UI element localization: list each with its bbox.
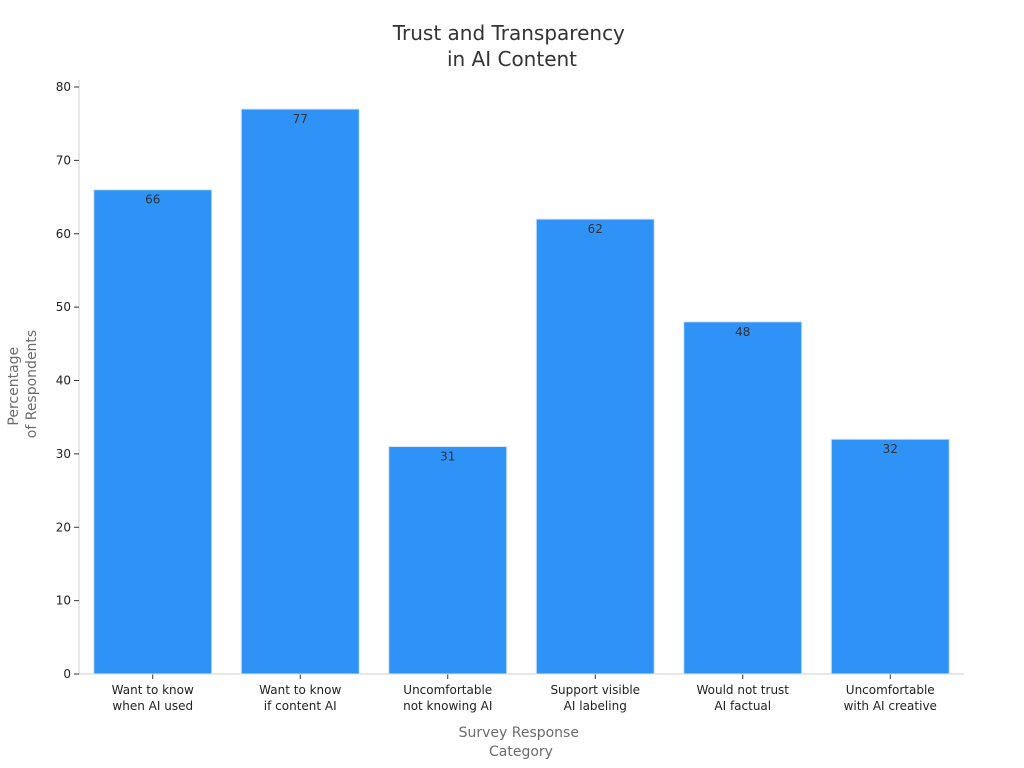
x-tick-label-line: Would not trust: [696, 683, 789, 697]
y-tick-label: 40: [56, 374, 71, 388]
y-tick-label: 50: [56, 300, 71, 314]
x-tick-label: Want to know if content AI: [259, 683, 341, 713]
data-label: 31: [440, 450, 455, 464]
bar: [830, 438, 950, 675]
y-axis-label: Percentage of Respondents: [6, 330, 40, 438]
x-axis-label-line: Category: [489, 744, 553, 760]
data-label: 62: [588, 222, 603, 236]
chart-title-line: in AI Content: [447, 47, 577, 71]
bar: [240, 108, 360, 675]
data-label: 32: [883, 442, 898, 456]
x-tick-label-line: when AI used: [112, 699, 193, 713]
x-axis-label-line: Survey Response: [459, 725, 579, 741]
x-tick-label-line: Want to know: [112, 683, 194, 697]
y-tick-label: 30: [56, 447, 71, 461]
bar: [535, 218, 655, 675]
data-label: 48: [735, 325, 750, 339]
x-tick-label-line: not knowing AI: [403, 699, 492, 713]
data-label: 77: [293, 112, 308, 126]
data-labels: 66 77 31 62 48 32: [145, 112, 898, 464]
x-tick-label: Support visible AI labeling: [550, 683, 640, 713]
x-axis: Want to know when AI used Want to know if c…: [79, 673, 964, 713]
y-tick-label: 20: [56, 520, 71, 534]
y-axis-label-line: Percentage: [6, 347, 22, 426]
y-tick-label: 0: [63, 667, 71, 681]
x-tick-label-line: Support visible: [550, 683, 640, 697]
chart-title-line: Trust and Transparency: [392, 21, 625, 45]
x-axis-label: Survey Response Category: [459, 725, 584, 760]
x-tick-label-line: Want to know: [259, 683, 341, 697]
x-tick-label-line: with AI creative: [844, 699, 937, 713]
y-tick-label: 80: [56, 80, 71, 94]
y-tick-label: 60: [56, 227, 71, 241]
x-tick-label: Would not trust AI factual: [696, 683, 789, 713]
y-tick-label: 70: [56, 153, 71, 167]
bar-series: [93, 108, 950, 675]
y-axis-label-line: of Respondents: [24, 330, 40, 438]
data-label: 66: [145, 193, 160, 207]
x-tick-label-line: if content AI: [264, 699, 337, 713]
chart-title: Trust and Transparency in AI Content: [392, 21, 632, 71]
x-tick-label-line: Uncomfortable: [846, 683, 935, 697]
x-tick-label-line: AI labeling: [564, 699, 627, 713]
x-tick-label: Uncomfortable not knowing AI: [403, 683, 492, 713]
y-tick-label: 10: [56, 594, 71, 608]
x-tick-label-line: Uncomfortable: [403, 683, 492, 697]
x-tick-label: Want to know when AI used: [112, 683, 194, 713]
x-tick-label-line: AI factual: [714, 699, 771, 713]
bar: [683, 321, 803, 675]
bar: [388, 446, 508, 675]
bar: [93, 189, 213, 675]
y-axis: 0 10 20 30 40 50 60 70 80: [56, 80, 80, 681]
x-tick-label: Uncomfortable with AI creative: [844, 683, 937, 713]
